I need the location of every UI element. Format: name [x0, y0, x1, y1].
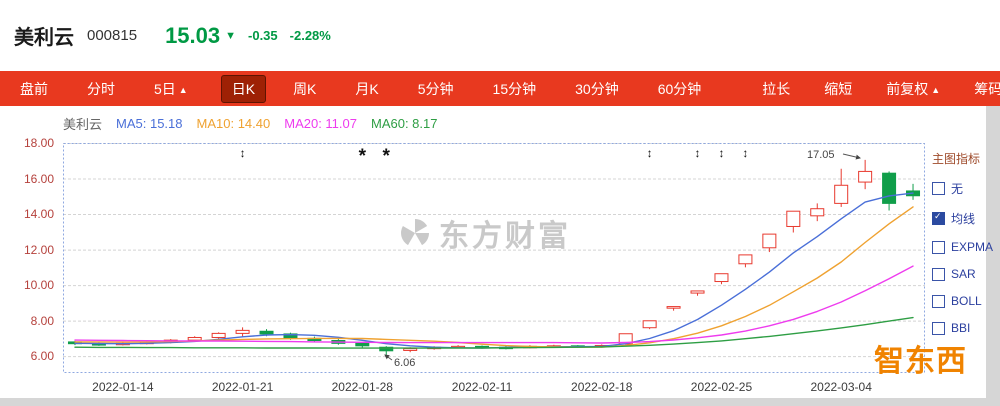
eastmoney-watermark: 东方财富: [399, 211, 571, 255]
y-axis-tick: 12.00: [23, 242, 54, 257]
price-change-percent: -2.28%: [289, 28, 331, 43]
indicator-sidebar: 主图指标 无均线 EXPMA SAR BOLL BBI: [932, 150, 993, 335]
watermark-text: 东方财富: [439, 220, 571, 253]
svg-text:↕: ↕: [647, 146, 653, 160]
x-axis-tick: 2022-02-25: [690, 380, 753, 394]
checkbox-icon: [932, 321, 945, 335]
ma10-legend: MA10: 14.40: [196, 116, 271, 131]
nav-tab-stretch[interactable]: 拉长: [762, 80, 791, 97]
x-axis-tick: 2022-02-18: [571, 380, 633, 394]
checkbox-icon: [932, 267, 945, 281]
svg-text:↕: ↕: [240, 146, 246, 160]
chart-tools: 拉长 缩短 前复权▲ 筹码分布: [734, 76, 1000, 102]
y-axis-tick: 8.00: [30, 313, 54, 328]
nav-tab-30-min[interactable]: 30分钟: [575, 80, 619, 97]
y-axis-tick: 18.00: [23, 136, 54, 150]
y-axis-labels: 18.00 16.00 14.00 12.00 10.00 8.00 6.00: [6, 136, 56, 373]
svg-text:↕: ↕: [718, 146, 724, 160]
nav-tab-chip-distribution[interactable]: 筹码分布: [974, 80, 1000, 97]
eastmoney-logo-icon: [401, 219, 429, 246]
checkbox-icon: [932, 240, 945, 254]
indicator-label: EXPMA: [951, 240, 994, 254]
indicator-option-bbi[interactable]: BBI: [932, 321, 986, 335]
y-axis-tick: 10.00: [23, 278, 54, 293]
legend-stock-name: 美利云: [63, 117, 103, 132]
nav-tab-60-min[interactable]: 60分钟: [657, 80, 702, 97]
down-arrow-icon: ▼: [225, 29, 237, 42]
ma20-legend: MA20: 11.07: [284, 116, 357, 131]
kline-chart[interactable]: ↕ * * ↕ ↕ ↕ ↕ 17.05 6.06: [63, 143, 925, 373]
zhidongxi-logo: 智东西: [874, 345, 967, 378]
x-axis-tick: 2022-01-14: [92, 380, 154, 394]
indicator-label: 均线: [951, 212, 976, 226]
nav-tab-15-min[interactable]: 15分钟: [492, 80, 537, 97]
indicator-option-sar[interactable]: SAR: [932, 267, 986, 281]
period-tabs: 盘前 分时 5日 ▲ 日K 周K 月K 5分钟 15分钟 30分钟 60分钟: [14, 74, 734, 103]
kline-plot[interactable]: 东方财富 ↕ * * ↕ ↕ ↕ ↕ 17.05 6.06: [63, 143, 925, 373]
indicator-option-expma[interactable]: EXPMA: [932, 240, 993, 254]
chart-panel: 美利云 MA5: 15.18 MA10: 14.40 MA20: 11.07 MA60…: [0, 106, 993, 398]
stock-name: 美利云: [14, 27, 74, 49]
x-axis-tick: 2022-02-11: [451, 380, 513, 394]
nav-tab-pre-market[interactable]: 盘前: [20, 80, 48, 97]
nav-tab-daily-k[interactable]: 日K: [220, 74, 267, 103]
stock-header: 美利云 000815 15.03 ▼ -0.35 -2.28%: [0, 0, 1000, 71]
nav-tab-5-min[interactable]: 5分钟: [417, 80, 454, 97]
up-triangle-icon: ▲: [931, 84, 941, 95]
indicator-sidebar-title: 主图指标: [932, 152, 981, 166]
indicator-label: 无: [951, 182, 964, 196]
indicator-option-boll[interactable]: BOLL: [932, 294, 986, 308]
x-axis-tick: 2022-01-21: [211, 380, 274, 394]
price-change: -0.35: [248, 28, 278, 43]
y-axis-tick: 6.00: [30, 349, 54, 364]
period-navbar: 盘前 分时 5日▲ 日K 周K 月K 5分钟 15分钟 30分钟 60分钟 拉长 缩短 前复权▲ 筹码分…: [0, 71, 1000, 106]
indicator-options: 无均线 EXPMA SAR BOLL BBI: [932, 180, 993, 335]
indicator-label: BOLL: [951, 294, 982, 308]
svg-text:↕: ↕: [742, 146, 748, 160]
y-axis-tick: 16.00: [23, 171, 54, 186]
nav-tab-forward-adjust[interactable]: 前复权 ▲: [886, 80, 941, 97]
indicator-option-ma[interactable]: 均线: [932, 210, 986, 227]
nav-tab-5-day[interactable]: 5日 ▲: [154, 80, 188, 97]
indicator-label: BBI: [951, 321, 971, 335]
indicator-option-none[interactable]: 无: [932, 180, 986, 197]
checkbox-icon: [932, 294, 945, 308]
nav-tab-shrink[interactable]: 缩短: [824, 80, 853, 97]
checkbox-icon: [932, 182, 945, 195]
svg-text:17.05: 17.05: [807, 149, 835, 161]
svg-text:*: *: [359, 146, 367, 167]
nav-tab-intraday[interactable]: 分时: [87, 80, 115, 97]
svg-text:*: *: [383, 146, 391, 167]
nav-tab-weekly-k[interactable]: 周K: [293, 80, 317, 97]
x-axis-tick: 2022-03-04: [810, 380, 872, 394]
indicator-label: SAR: [951, 267, 976, 281]
x-axis-tick: 2022-01-28: [331, 380, 393, 394]
nav-tab-monthly-k[interactable]: 月K: [355, 80, 379, 97]
svg-text:6.06: 6.06: [394, 357, 415, 369]
svg-text:↕: ↕: [695, 146, 701, 160]
up-triangle-icon: ▲: [178, 84, 188, 95]
y-axis-tick: 14.00: [23, 207, 54, 222]
ma60-legend: MA60: 8.17: [371, 116, 438, 131]
x-axis-labels: 2022-01-14 2022-01-21 2022-01-28 2022-02-11…: [63, 380, 943, 396]
stock-code: 000815: [87, 27, 138, 44]
checkbox-icon: [932, 211, 945, 225]
current-price: 15.03: [165, 22, 221, 48]
ma5-legend: MA5: 15.18: [116, 116, 183, 131]
ma-legend: 美利云 MA5: 15.18 MA10: 14.40 MA20: 11.07 MA60…: [63, 114, 438, 133]
